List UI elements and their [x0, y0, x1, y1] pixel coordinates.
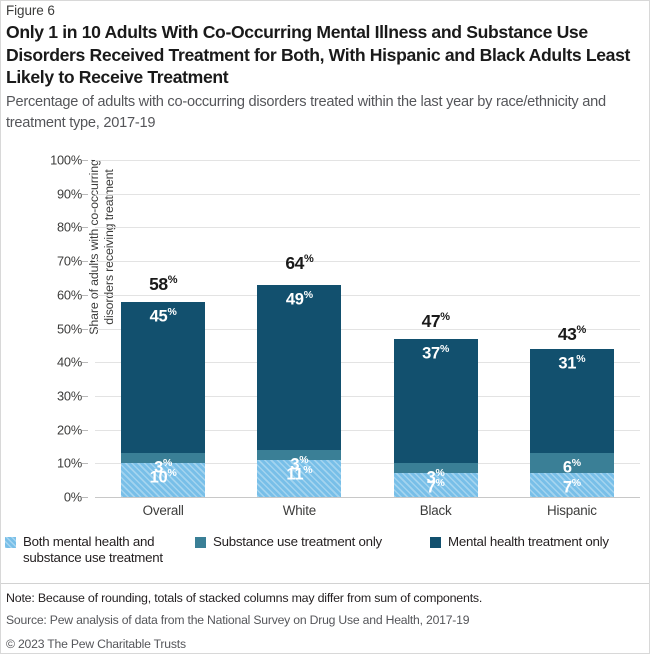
gridline	[95, 227, 640, 229]
y-axis-tick	[82, 463, 88, 465]
bar-segment-label: 6%	[562, 457, 581, 477]
bar-segment-label: 11%	[286, 463, 313, 484]
chart-source: Source: Pew analysis of data from the Na…	[6, 613, 470, 627]
bar-segment-both[interactable]	[529, 473, 614, 497]
gridline	[95, 362, 640, 364]
chart-subtitle: Percentage of adults with co-occurring d…	[6, 94, 606, 131]
bar-segment-mental_health_only[interactable]	[121, 301, 206, 454]
legend-item-both[interactable]: Both mental health and substance use trea…	[5, 534, 163, 565]
bar-segment-substance_only[interactable]	[393, 463, 478, 474]
bar-column-hispanic[interactable]: 7% 6% 31% 43%	[529, 160, 614, 497]
legend-swatch-icon	[5, 537, 16, 548]
y-axis-tick	[82, 160, 88, 161]
bar-segment-label: 3%	[426, 467, 445, 487]
y-axis-tick	[82, 497, 88, 498]
gridline	[95, 463, 640, 465]
bar-segment-substance_only[interactable]	[121, 453, 206, 464]
bar-segment-mental_health_only[interactable]	[257, 284, 342, 450]
y-axis-tick	[82, 227, 88, 229]
legend-label: Both mental health and substance use trea…	[23, 534, 163, 565]
bar-segment-both[interactable]	[393, 473, 478, 497]
legend-item-sub[interactable]: Substance use treatment only	[195, 534, 382, 550]
x-axis-label-black: Black	[419, 503, 452, 518]
y-axis-tick-label: 0%	[63, 489, 82, 505]
chart-legend: Both mental health and substance use trea…	[5, 534, 645, 570]
gridline	[95, 193, 640, 195]
bar-segment-substance_only[interactable]	[529, 453, 614, 474]
x-axis-label-overall: Overall	[142, 503, 184, 518]
y-axis-tick-label: 70%	[56, 253, 82, 269]
x-axis-label-hispanic: Hispanic	[546, 503, 597, 518]
y-axis-tick-label: 30%	[56, 388, 82, 404]
legend-label: Mental health treatment only	[448, 534, 609, 549]
y-axis-tick	[82, 328, 88, 330]
bar-segment-label: 37%	[422, 342, 450, 363]
y-axis-tick-label: 100%	[50, 152, 82, 168]
bar-segment-both[interactable]	[257, 459, 342, 497]
footer-divider	[0, 583, 650, 584]
bar-total-label: 58%	[149, 273, 178, 294]
y-axis-tick-label: 20%	[56, 422, 82, 438]
chart-copyright: © 2023 The Pew Charitable Trusts	[6, 637, 186, 651]
bar-segment-substance_only[interactable]	[257, 449, 342, 460]
x-axis-labels: Overall White Black Hispanic	[95, 503, 640, 525]
bar-segment-both[interactable]	[121, 463, 206, 497]
figure-number: Figure 6	[6, 3, 55, 18]
bar-segment-label: 10%	[149, 467, 177, 487]
y-axis-tick	[82, 193, 88, 195]
bar-segment-label: 49%	[285, 288, 313, 309]
legend-swatch-icon	[195, 537, 206, 548]
y-axis-tick	[82, 294, 88, 296]
gridline	[95, 261, 640, 263]
legend-item-mh[interactable]: Mental health treatment only	[430, 534, 609, 550]
bar-total-label: 47%	[421, 310, 450, 331]
legend-label: Substance use treatment only	[213, 534, 382, 549]
bar-total-label: 43%	[557, 324, 586, 345]
y-axis-tick	[82, 261, 88, 263]
y-axis-tick-label: 80%	[56, 219, 82, 235]
bar-segment-label: 7%	[562, 477, 581, 497]
bar-segment-mental_health_only[interactable]	[393, 338, 478, 464]
x-axis-label-white: White	[282, 503, 316, 518]
bar-segment-mental_health_only[interactable]	[529, 348, 614, 454]
plot-area: 10% 3% 45% 58% 11% 3% 49% 64% 7% 3% 37% 47% 7% 6% 31% 4…	[95, 160, 640, 498]
gridline	[95, 328, 640, 330]
bar-column-white[interactable]: 11% 3% 49% 64%	[257, 160, 342, 497]
bar-segment-label: 31%	[558, 352, 586, 373]
bar-column-black[interactable]: 7% 3% 37% 47%	[393, 160, 478, 497]
gridline	[95, 395, 640, 397]
y-axis-tick-label: 40%	[56, 354, 82, 370]
gridline	[95, 294, 640, 296]
bar-segment-label: 3%	[154, 457, 173, 477]
bar-segment-label: 3%	[290, 453, 309, 474]
y-axis-tick	[82, 395, 88, 397]
y-axis-tick	[82, 429, 88, 431]
bar-total-label: 64%	[285, 253, 314, 274]
y-axis-tick-label: 50%	[56, 321, 82, 336]
chart-note: Note: Because of rounding, totals of sta…	[6, 591, 483, 605]
y-axis-tick-label: 90%	[56, 186, 82, 202]
y-axis-tick	[82, 362, 88, 364]
chart-title: Only 1 in 10 Adults With Co-Occurring Me…	[6, 22, 631, 87]
bar-column-overall[interactable]: 10% 3% 45% 58%	[121, 160, 206, 497]
bar-segment-label: 7%	[426, 477, 445, 497]
y-axis-tick-label: 60%	[56, 287, 82, 303]
y-axis-labels: 0% 10% 20% 30% 40% 50% 60% 70% 80% 90% 100%	[0, 153, 88, 505]
bar-segment-label: 45%	[149, 305, 177, 326]
y-axis-tick-label: 10%	[56, 455, 82, 471]
gridline	[95, 160, 640, 161]
legend-swatch-icon	[430, 537, 441, 548]
gridline	[95, 497, 640, 498]
gridline	[95, 429, 640, 431]
